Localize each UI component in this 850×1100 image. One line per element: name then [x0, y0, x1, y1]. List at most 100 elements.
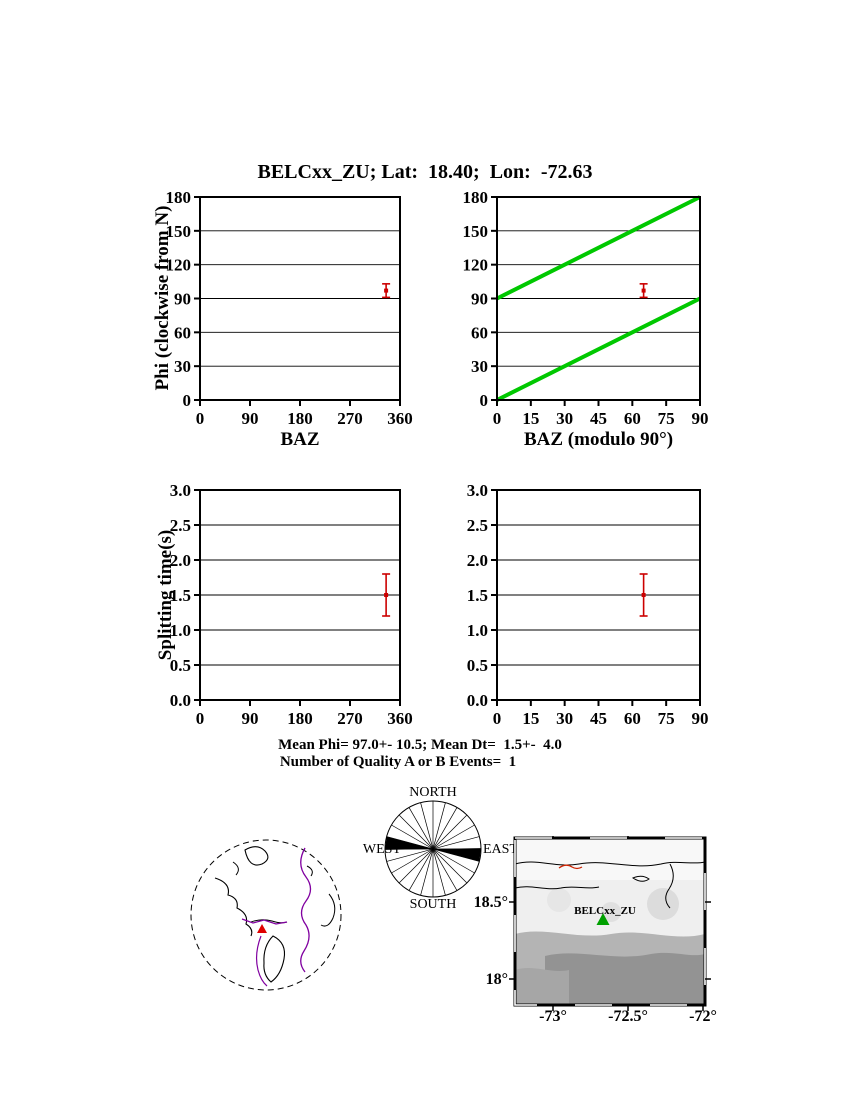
x-tick-label: 15 — [522, 409, 539, 428]
coastline-south-america — [263, 935, 286, 983]
y-tick-label: 1.5 — [170, 586, 191, 605]
plot-dt-vs-baz: 0 90 180 270 360 0.0 0.5 1.0 1.5 2.0 2.5 3.0 — [170, 481, 413, 728]
globe-map — [190, 839, 342, 991]
x-tick-label: 360 — [387, 709, 413, 728]
coastline-africa — [320, 893, 336, 927]
y-tick-label: 180 — [463, 188, 489, 207]
map-lat-label-18: 18° — [485, 971, 508, 988]
y-tick-label: 120 — [166, 256, 192, 275]
y-tick-label: 30 — [174, 357, 191, 376]
y-tick-label: 0.0 — [467, 691, 488, 710]
coastline-north-america — [214, 877, 253, 937]
map-red-contour — [558, 864, 583, 870]
y-tick-label: 3.0 — [170, 481, 191, 500]
y-tick-label: 60 — [471, 323, 488, 342]
coastline-hudson — [232, 861, 239, 876]
map-coastline-south — [514, 886, 600, 890]
y-tick-label: 0.5 — [467, 656, 488, 675]
yaxis-label-phi: Phi (clockwise from N) — [152, 205, 173, 391]
map-mountains-dark — [545, 952, 705, 1005]
plate-boundary-caribbean — [241, 918, 288, 925]
y-tick-label: 0 — [183, 391, 192, 410]
figure-title: BELCxx_ZU; Lat: 18.40; Lon: -72.63 — [257, 161, 593, 183]
y-tick-label: 2.0 — [170, 551, 191, 570]
y-tick-label: 1.5 — [467, 586, 488, 605]
y-tick-label: 3.0 — [467, 481, 488, 500]
plate-boundary-mid-atlantic-ridge — [300, 847, 312, 973]
plot-dt-vs-baz-mod90: 0 15 30 45 60 75 90 0.0 0.5 1.0 1.5 2.0 2.5 3.0 — [467, 481, 709, 728]
data-point — [384, 593, 389, 597]
regional-map — [509, 836, 711, 1011]
map-mountains-west — [515, 968, 569, 1005]
y-tick-label: 150 — [463, 222, 489, 241]
y-tick-label: 120 — [463, 256, 489, 275]
y-tick-label: 90 — [174, 290, 191, 309]
x-tick-label: 75 — [658, 409, 675, 428]
data-point — [641, 593, 646, 597]
globe-limb — [190, 839, 342, 991]
x-tick-label: 0 — [196, 709, 205, 728]
xaxis-label-baz: BAZ — [280, 429, 320, 450]
xaxis-label-baz-mod90: BAZ (modulo 90°) — [523, 429, 674, 450]
map-terrain-patch — [647, 888, 679, 920]
rose-fast-direction-wedge — [433, 848, 481, 862]
x-tick-label: 180 — [287, 709, 313, 728]
y-tick-label: 60 — [174, 323, 191, 342]
mean-statistics-line: Mean Phi= 97.0+- 10.5; Mean Dt= 1.5+- 4.… — [278, 737, 562, 753]
x-tick-label: 180 — [287, 409, 313, 428]
map-lon-label-73: -73° — [539, 1008, 567, 1025]
plate-boundary-peru-chile — [255, 935, 268, 987]
map-frame-fancy — [514, 837, 706, 1006]
rose-diagram — [384, 800, 482, 898]
map-terrain-patch — [547, 888, 571, 912]
x-tick-label: 45 — [590, 409, 607, 428]
map-station-marker — [596, 913, 610, 925]
y-tick-label: 1.0 — [467, 621, 488, 640]
null-direction-line — [496, 296, 701, 402]
x-tick-label: 30 — [556, 709, 573, 728]
x-tick-label: 360 — [387, 409, 413, 428]
data-point — [641, 288, 646, 293]
x-tick-label: 0 — [196, 409, 205, 428]
x-tick-label: 90 — [692, 409, 709, 428]
map-ticks — [509, 836, 711, 1011]
map-lon-label-72: -72° — [689, 1008, 717, 1025]
map-coastline-east — [665, 863, 674, 909]
rose-label-north: NORTH — [409, 785, 457, 800]
y-tick-label: 0.0 — [170, 691, 191, 710]
coastline-greenland — [244, 846, 269, 866]
x-tick-label: 90 — [242, 409, 259, 428]
null-direction-line — [496, 195, 701, 301]
x-tick-label: 45 — [590, 709, 607, 728]
rose-label-west: WEST — [362, 842, 401, 857]
y-tick-label: 30 — [471, 357, 488, 376]
x-tick-label: 270 — [337, 709, 363, 728]
map-coastline-north — [514, 861, 706, 867]
map-lat-label-18-5: 18.5° — [473, 894, 508, 911]
coastline-europe — [306, 865, 313, 877]
plot-phi-vs-baz-mod90: 0 15 30 45 60 75 90 0 30 60 90 120 150 180 — [463, 188, 709, 428]
yaxis-label-splitting-time: Splitting time(s) — [155, 529, 176, 661]
map-lowland — [515, 838, 705, 880]
y-tick-label: 150 — [166, 222, 192, 241]
map-station-label: BELCxx_ZU — [574, 905, 636, 917]
x-tick-label: 270 — [337, 409, 363, 428]
rose-label-south: SOUTH — [409, 897, 457, 912]
event-count-line: Number of Quality A or B Events= 1 — [279, 754, 517, 770]
x-tick-label: 90 — [692, 709, 709, 728]
rose-fast-direction-wedge — [385, 836, 433, 850]
y-tick-label: 90 — [471, 290, 488, 309]
y-tick-label: 0.5 — [170, 656, 191, 675]
y-tick-label: 2.5 — [170, 516, 191, 535]
y-tick-label: 1.0 — [170, 621, 191, 640]
x-tick-label: 90 — [242, 709, 259, 728]
data-point — [384, 288, 389, 293]
map-lon-label-72-5: -72.5° — [608, 1008, 648, 1025]
rose-label-east: EAST — [483, 842, 518, 857]
y-tick-label: 0 — [480, 391, 489, 410]
rose-circle — [384, 800, 482, 898]
map-island — [631, 875, 650, 882]
x-tick-label: 60 — [624, 709, 641, 728]
x-tick-label: 0 — [493, 409, 502, 428]
y-tick-label: 180 — [166, 188, 192, 207]
